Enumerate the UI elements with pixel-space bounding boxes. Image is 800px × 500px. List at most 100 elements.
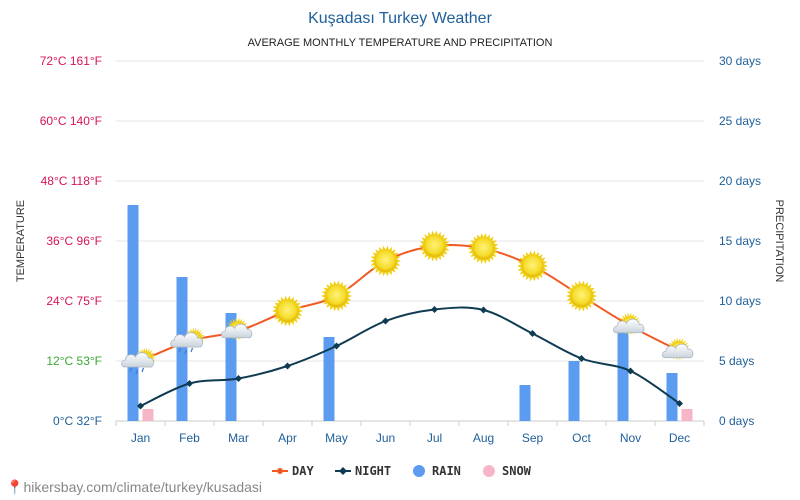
legend-marker: [483, 465, 495, 477]
cloud-shape: [662, 343, 694, 359]
x-tick-label: Nov: [620, 431, 641, 445]
legend-item-snow: SNOW: [483, 464, 532, 478]
rain-drops-icon: [129, 367, 145, 375]
cloud-icon: [121, 352, 155, 368]
y-axis-right-title: PRECIPITATION: [773, 200, 785, 283]
sun-disc: [374, 250, 397, 272]
day-temperature-line: [140, 243, 680, 362]
grid: [115, 60, 705, 426]
sun-icon: [272, 295, 303, 327]
x-tick-label: Apr: [278, 431, 297, 445]
snow-bar: [142, 409, 154, 421]
chart-title: Kuşadası Turkey Weather: [308, 10, 492, 27]
sun-disc: [472, 237, 495, 260]
x-tick-label: Jul: [427, 431, 442, 445]
night-point: [431, 306, 438, 313]
location-pin-icon: 📍: [6, 479, 24, 495]
precipitation-bars: [127, 205, 693, 421]
sun-disc: [521, 255, 544, 277]
night-point: [578, 355, 585, 362]
legend-item-rain: RAIN: [413, 464, 461, 478]
rain-bar: [225, 313, 237, 421]
sun-disc: [276, 300, 299, 322]
source-credit[interactable]: 📍hikersbay.com/climate/turkey/kusadasi: [6, 479, 262, 496]
sun-icon: [468, 233, 499, 264]
night-point: [284, 362, 291, 370]
x-tick-label: Oct: [572, 431, 591, 445]
night-point: [480, 306, 487, 314]
cloud-icon: [613, 318, 645, 334]
x-tick-label: Dec: [669, 431, 690, 445]
rain-bar: [323, 337, 335, 421]
night-point: [137, 402, 144, 410]
cloud-icon: [170, 332, 204, 348]
legend-marker: [339, 467, 347, 475]
rain-drop: [190, 347, 194, 353]
x-tick-label: May: [325, 431, 348, 445]
chart-subtitle: AVERAGE MONTHLY TEMPERATURE AND PRECIPIT…: [248, 37, 553, 49]
y-right-tick-label: 0 days: [719, 414, 754, 428]
night-point: [627, 367, 634, 375]
night-point: [529, 330, 536, 337]
cloud-icon: [662, 343, 694, 359]
y-left-tick-label: 24°C 75°F: [46, 294, 102, 308]
x-tick-label: Feb: [179, 431, 200, 445]
rain-drop: [129, 367, 133, 373]
y-right-tick-label: 25 days: [719, 114, 761, 128]
night-temperature-line: [140, 306, 681, 407]
sun-disc: [325, 285, 348, 307]
legend-label: SNOW: [502, 464, 532, 478]
snow-bar: [681, 409, 693, 421]
sun-disc: [570, 285, 593, 307]
rain-drops-icon: [178, 347, 194, 355]
y-left-tick-label: 0°C 32°F: [53, 414, 102, 428]
y-right-tick-label: 5 days: [719, 354, 754, 368]
y-right-tick-label: 20 days: [719, 174, 761, 188]
rain-bar: [127, 205, 139, 421]
legend-label: DAY: [292, 464, 314, 478]
night-point: [676, 400, 683, 407]
x-tick-label: Mar: [228, 431, 249, 445]
x-tick-label: Aug: [473, 431, 494, 445]
legend-label: RAIN: [432, 464, 461, 478]
cloud-shape: [221, 323, 253, 339]
y-right-tick-label: 15 days: [719, 234, 761, 248]
sun-icon: [419, 230, 450, 262]
rain-drop: [141, 367, 145, 373]
y-left-tick-label: 36°C 96°F: [46, 234, 102, 248]
y-left-tick-label: 12°C 53°F: [46, 354, 102, 368]
cloud-shape: [121, 352, 155, 368]
x-tick-label: Sep: [522, 431, 544, 445]
rain-bar: [568, 361, 580, 421]
legend-item-night: NIGHT: [335, 464, 391, 478]
rain-bar: [617, 325, 629, 421]
rain-bar: [519, 385, 531, 421]
y-right-tick-label: 30 days: [719, 54, 761, 68]
y-left-tick-label: 72°C 161°F: [40, 54, 102, 68]
axis-ticks: 0°C 32°F 0 days 12°C 53°F 5 days 24°C 75°F 10…: [40, 54, 761, 445]
sun-disc: [423, 235, 446, 257]
legend: DAY NIGHT RAIN SNOW: [272, 464, 532, 478]
rain-drop: [184, 349, 188, 355]
sun-icon: [370, 245, 401, 277]
night-point: [382, 317, 389, 325]
night-point: [235, 375, 242, 382]
y-left-tick-label: 48°C 118°F: [41, 174, 102, 188]
x-tick-label: Jun: [376, 431, 395, 445]
x-tick-label: Jan: [131, 431, 150, 445]
source-link[interactable]: hikersbay.com/climate/turkey/kusadasi: [23, 479, 263, 495]
cloud-shape: [613, 318, 645, 334]
y-axis-left-title: TEMPERATURE: [15, 200, 27, 282]
cloud-shape: [170, 332, 204, 348]
sun-icon: [321, 280, 352, 312]
y-right-tick-label: 10 days: [719, 294, 761, 308]
legend-marker: [413, 465, 425, 477]
sun-icon: [566, 280, 597, 312]
night-point: [333, 342, 340, 350]
y-left-tick-label: 60°C 140°F: [40, 114, 102, 128]
night-point: [186, 380, 193, 387]
cloud-icon: [221, 323, 253, 339]
legend-label: NIGHT: [355, 464, 391, 478]
sun-icon: [517, 250, 548, 282]
